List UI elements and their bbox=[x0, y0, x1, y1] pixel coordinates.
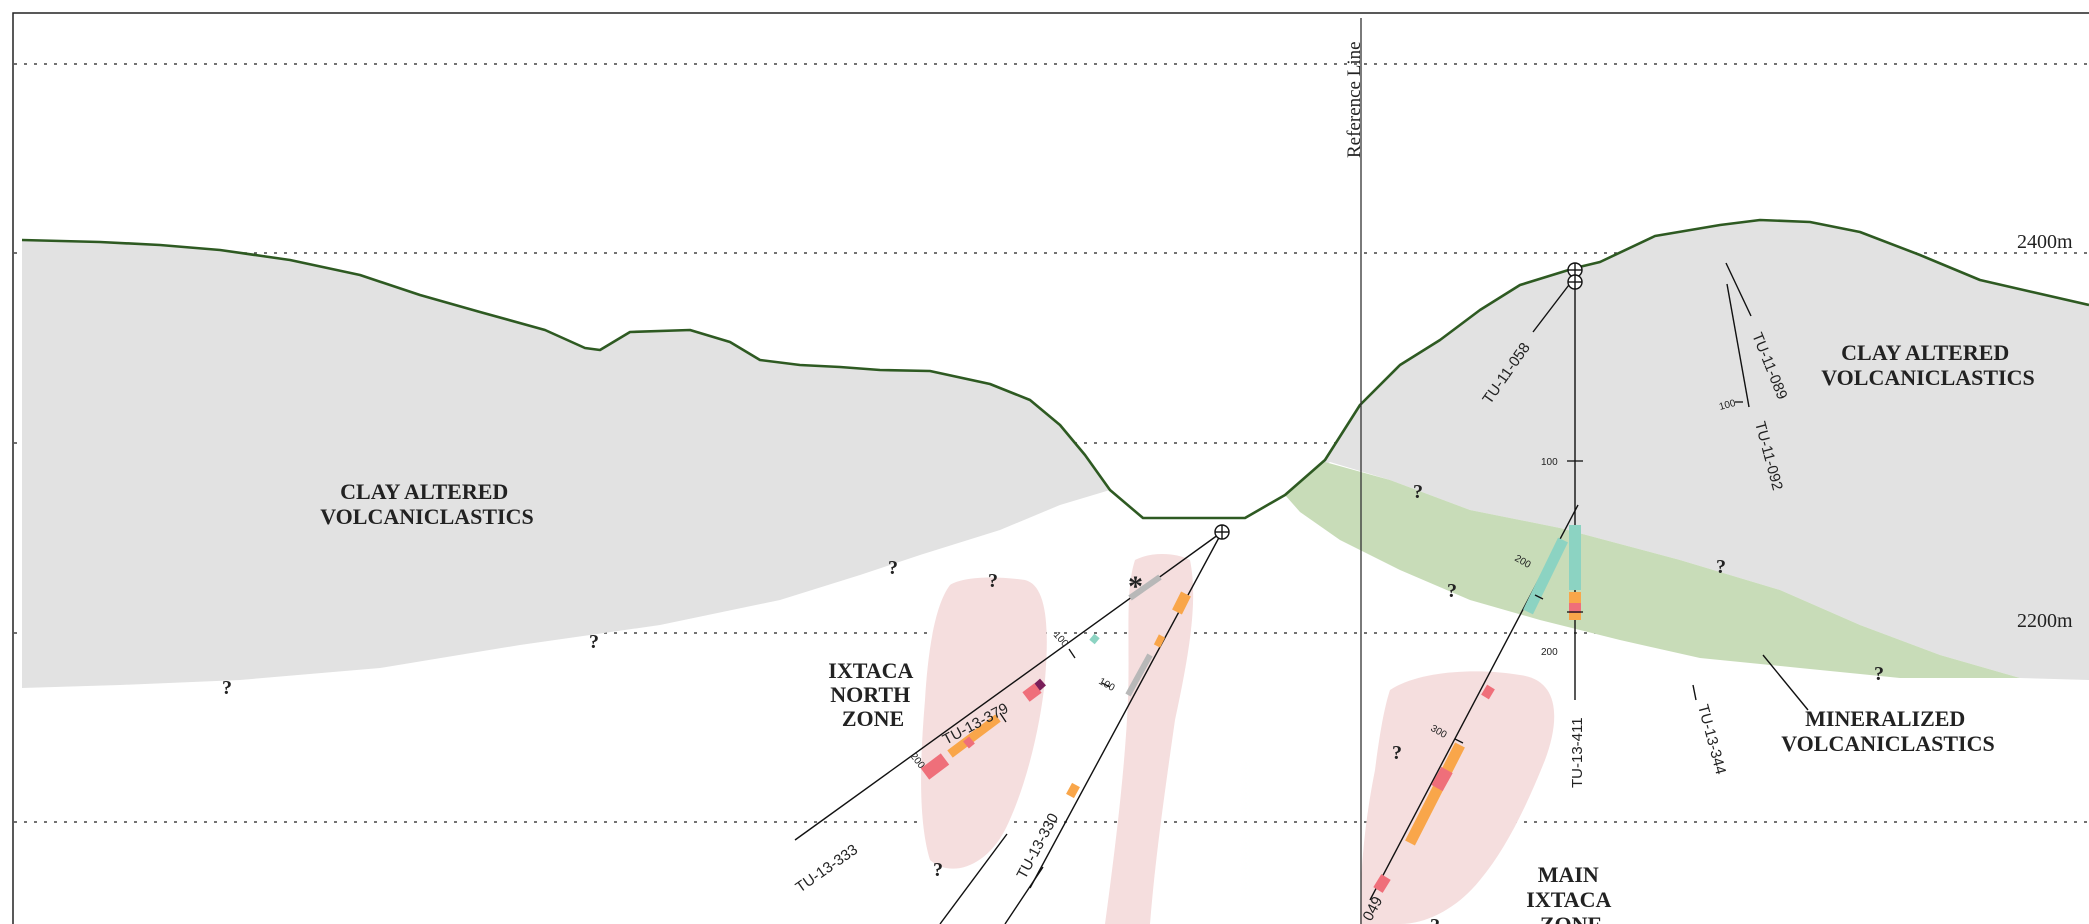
interval-red bbox=[1431, 766, 1453, 792]
interval-red bbox=[963, 736, 975, 749]
intervals-tu-13-379 bbox=[920, 574, 1162, 780]
main-ixtaca-zone-label: MAIN IXTACA ZONE bbox=[1526, 862, 1615, 924]
interval-grey bbox=[1128, 574, 1162, 601]
depth-label: 100 bbox=[1541, 457, 1558, 468]
interval-red bbox=[1022, 683, 1042, 702]
depth-ticks bbox=[999, 401, 1743, 744]
question-mark: ? bbox=[933, 859, 943, 881]
clay-altered-label-right: CLAY ALTERED VOLCANICLASTICS bbox=[1821, 340, 2035, 390]
depth-label: 200 bbox=[1541, 647, 1558, 658]
question-mark: ? bbox=[1413, 481, 1423, 503]
mineralized-line2: VOLCANICLASTICS bbox=[1781, 731, 1995, 756]
interval-red bbox=[920, 753, 950, 780]
trace-tu-13-330 bbox=[1029, 531, 1223, 889]
ixtaca-zone-shape-center bbox=[1105, 554, 1194, 924]
north-zone-line1: IXTACA bbox=[828, 658, 913, 683]
question-mark: ? bbox=[988, 570, 998, 592]
intervals-tu-13-330 bbox=[1066, 591, 1191, 799]
main-ixtaca-zone-shape bbox=[1360, 671, 1555, 924]
question-mark: ? bbox=[1430, 915, 1440, 924]
question-mark: ? bbox=[1716, 556, 1726, 578]
uncertainty-marks: ? ? ? ? ? ? ? ? ? ? ? bbox=[222, 481, 1884, 924]
interval-red bbox=[1481, 684, 1495, 700]
ixtaca-north-zone-label: IXTACA NORTH ZONE bbox=[828, 658, 917, 731]
question-mark: ? bbox=[222, 677, 232, 699]
question-mark: ? bbox=[1392, 742, 1402, 764]
question-mark: ? bbox=[888, 557, 898, 579]
main-zone-line2: IXTACA bbox=[1526, 887, 1611, 912]
asterisk-marker: * bbox=[1128, 570, 1143, 603]
mineralized-label: MINERALIZED VOLCANICLASTICS bbox=[1781, 706, 1995, 756]
trace-mineralized-leader bbox=[1762, 654, 1809, 711]
interval-grey bbox=[1125, 653, 1153, 697]
main-zone-line1: MAIN bbox=[1538, 862, 1599, 887]
elevation-label-2200: 2200m bbox=[2017, 610, 2073, 632]
trace-north-lower-b bbox=[1004, 866, 1044, 924]
clay-altered-unit-left bbox=[22, 240, 1110, 688]
interval-teal bbox=[1523, 537, 1568, 615]
mineralized-unit bbox=[1285, 462, 2020, 678]
mineralized-line1: MINERALIZED bbox=[1805, 706, 1965, 731]
section-frame bbox=[12, 12, 2089, 924]
interval-orange bbox=[1405, 742, 1465, 846]
trace-tu-13-344 bbox=[1692, 684, 1697, 701]
drillhole-label-tu-13-330: TU-13-330 bbox=[1014, 811, 1063, 882]
question-mark: ? bbox=[1874, 663, 1884, 685]
depth-label: 100 bbox=[1718, 398, 1737, 413]
interval-teal bbox=[1089, 633, 1100, 645]
question-mark: ? bbox=[589, 631, 599, 653]
intervals-main bbox=[1373, 525, 1581, 893]
interval-orange bbox=[947, 714, 1001, 758]
clay-left-line1: CLAY ALTERED bbox=[340, 479, 508, 504]
main-zone-line3: ZONE bbox=[1540, 912, 1602, 924]
interval-orange bbox=[1153, 634, 1166, 648]
north-zone-line3: ZONE bbox=[842, 706, 904, 731]
interval-red bbox=[1373, 874, 1391, 893]
elevation-label-2400: 2400m bbox=[2017, 231, 2073, 253]
interval-orange bbox=[1172, 591, 1191, 615]
question-mark: ? bbox=[1447, 580, 1457, 602]
drillhole-label-tu-13-333: TU-13-333 bbox=[793, 841, 861, 896]
clay-right-line1: CLAY ALTERED bbox=[1841, 340, 2009, 365]
trace-tu-11-058 bbox=[1532, 276, 1576, 333]
collar-north bbox=[1214, 524, 1230, 540]
clay-altered-label-left: CLAY ALTERED VOLCANICLASTICS bbox=[320, 479, 534, 529]
clay-right-line2: VOLCANICLASTICS bbox=[1821, 365, 2035, 390]
reference-line-label: Reference Line bbox=[1344, 41, 1365, 158]
depth-label: 100 bbox=[1051, 630, 1071, 650]
collar-main bbox=[1567, 262, 1583, 290]
trace-tu-11-089 bbox=[1725, 262, 1752, 317]
drillhole-label-tu-13-344: TU-13-344 bbox=[1694, 703, 1729, 777]
clay-altered-unit-right bbox=[1285, 220, 2089, 680]
topography-line bbox=[21, 218, 2089, 520]
interval-orange bbox=[1066, 782, 1080, 799]
north-zone-line2: NORTH bbox=[830, 682, 910, 707]
trace-north-lower-a bbox=[939, 833, 1008, 924]
clay-left-line2: VOLCANICLASTICS bbox=[320, 504, 534, 529]
depth-label: 100 bbox=[1097, 676, 1117, 694]
drillhole-label-tu-13-411: TU-13-411 bbox=[1569, 717, 1586, 788]
trace-tu-11-092 bbox=[1726, 283, 1750, 408]
